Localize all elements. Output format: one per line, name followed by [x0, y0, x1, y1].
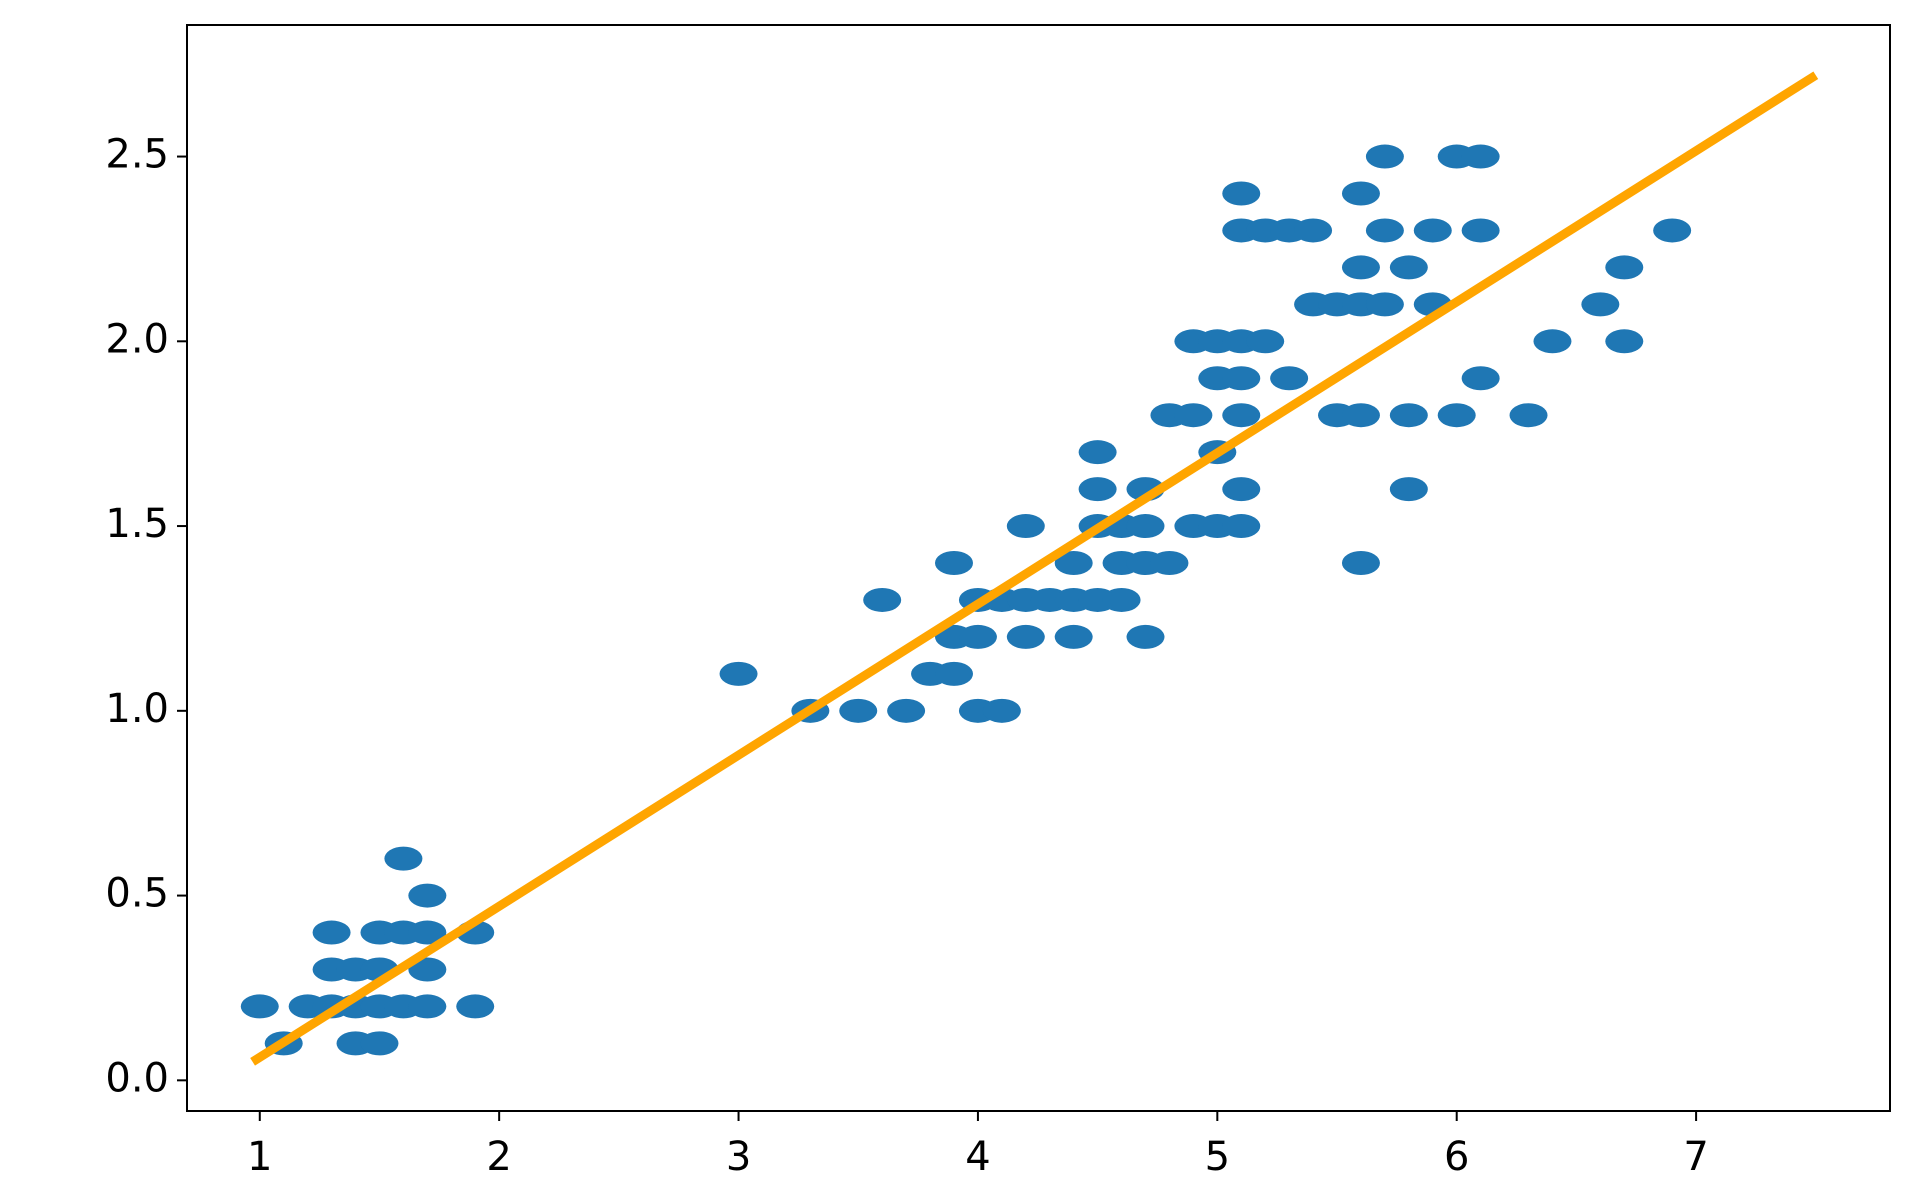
x-tick-label: 4	[965, 1134, 990, 1180]
x-tick-label: 6	[1444, 1134, 1469, 1180]
x-tick-label: 7	[1683, 1134, 1708, 1180]
scatter-point	[1102, 587, 1141, 612]
scatter-point	[934, 661, 973, 686]
scatter-point	[1341, 255, 1380, 280]
scatter-point	[1078, 477, 1117, 502]
x-tick-label: 1	[247, 1134, 272, 1180]
scatter-point	[1461, 218, 1500, 243]
scatter-point	[1174, 403, 1213, 428]
y-tick-label: 2.5	[105, 132, 169, 178]
x-tick-label: 5	[1205, 1134, 1230, 1180]
scatter-point	[1389, 477, 1428, 502]
scatter-point	[384, 846, 423, 871]
scatter-point	[1054, 624, 1093, 649]
scatter-point	[1222, 477, 1261, 502]
scatter-point	[1365, 218, 1404, 243]
scatter-point	[719, 661, 758, 686]
scatter-point	[1341, 181, 1380, 206]
scatter-point	[1389, 255, 1428, 280]
scatter-point	[1437, 403, 1476, 428]
scatter-point	[456, 994, 495, 1019]
scatter-point	[1294, 218, 1333, 243]
y-tick-label: 0.0	[105, 1055, 169, 1101]
x-tick-label: 2	[486, 1134, 511, 1180]
scatter-point	[1341, 403, 1380, 428]
scatter-point	[1461, 366, 1500, 391]
scatter-point	[1150, 551, 1189, 576]
scatter-point	[1509, 403, 1548, 428]
scatter-point	[887, 698, 926, 723]
scatter-point	[1222, 181, 1261, 206]
y-tick-label: 0.5	[105, 871, 169, 917]
scatter-point	[312, 920, 351, 945]
scatter-point	[1006, 514, 1045, 539]
scatter-point	[1222, 403, 1261, 428]
scatter-point	[1461, 144, 1500, 169]
scatter-point	[408, 920, 447, 945]
scatter-point	[1222, 514, 1261, 539]
scatter-point	[958, 624, 997, 649]
scatter-point	[1533, 329, 1572, 354]
scatter-point	[408, 994, 447, 1019]
scatter-point	[982, 698, 1021, 723]
fit-line	[250, 71, 1819, 1066]
scatter-point	[240, 994, 279, 1019]
scatter-point	[1653, 218, 1692, 243]
scatter-point	[360, 1031, 399, 1056]
scatter-point	[1222, 366, 1261, 391]
scatter-point	[1246, 329, 1285, 354]
scatter-point	[863, 587, 902, 612]
scatter-point	[1126, 514, 1165, 539]
scatter-point	[1365, 144, 1404, 169]
y-tick-label: 1.5	[105, 501, 169, 547]
scatter-point	[1413, 218, 1452, 243]
x-tick-label: 3	[726, 1134, 751, 1180]
scatter-point	[839, 698, 878, 723]
scatter-point	[1270, 366, 1309, 391]
scatter-point	[408, 957, 447, 982]
scatter-point	[1078, 440, 1117, 465]
scatter-point	[1389, 403, 1428, 428]
y-tick-label: 1.0	[105, 686, 169, 732]
scatter-point	[1581, 292, 1620, 317]
plot-frame	[186, 24, 1891, 1112]
scatter-point	[1365, 292, 1404, 317]
scatter-point	[408, 883, 447, 908]
scatter-point	[934, 551, 973, 576]
scatter-point	[1126, 624, 1165, 649]
scatter-point	[1605, 329, 1644, 354]
scatter-point	[1341, 551, 1380, 576]
scatter-point	[1006, 624, 1045, 649]
scatter-point	[1054, 551, 1093, 576]
y-tick-label: 2.0	[105, 316, 169, 362]
scatter-point	[1605, 255, 1644, 280]
